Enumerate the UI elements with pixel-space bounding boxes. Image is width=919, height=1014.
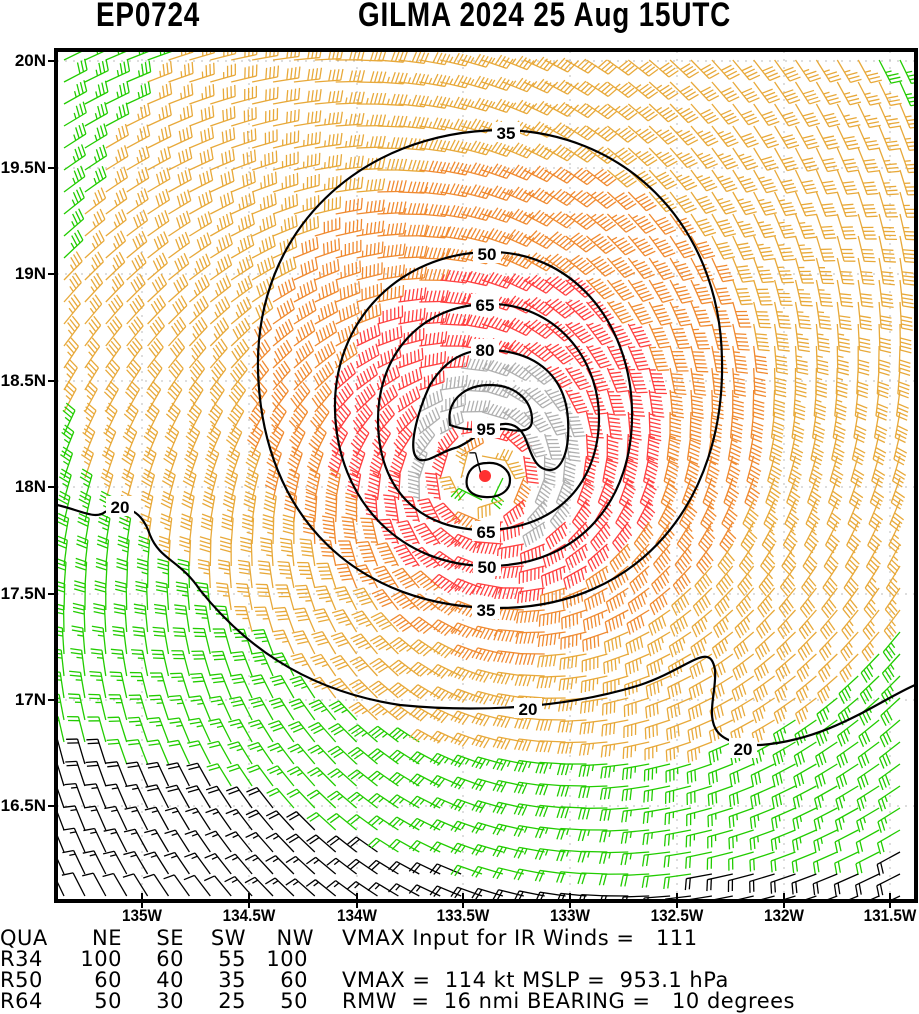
lon-tick-label: 132W <box>764 906 804 925</box>
contour-label: 50 <box>478 245 497 264</box>
lon-tick-label: 134W <box>337 906 377 925</box>
plot-frame <box>54 48 918 903</box>
table-row-r34-sw: 55 <box>218 947 246 971</box>
table-header-sw: SW <box>210 926 246 950</box>
contour-label: 95 <box>477 420 496 439</box>
contour-label: 80 <box>476 341 495 360</box>
table-header-ne: NE <box>92 926 122 950</box>
table-row-r34-label: R34 <box>0 947 43 971</box>
lat-tick-label: 19.5N <box>0 158 46 177</box>
lat-tick-label: 16.5N <box>0 796 46 815</box>
lon-tick-label: 133W <box>550 906 590 925</box>
table-row-r64-ne: 50 <box>94 989 122 1013</box>
table-row-r34-se: 60 <box>156 947 184 971</box>
lat-tick-label: 18N <box>14 477 46 496</box>
contour-label: 65 <box>477 523 496 542</box>
lat-tick-label: 18.5N <box>0 371 46 390</box>
table-row-r64-nw: 50 <box>280 989 308 1013</box>
contour-labels: 35 50 65 80 95 65 50 35 20 20 20 <box>106 122 757 759</box>
vmax-input-text: VMAX Input for IR Winds = 111 <box>342 926 698 950</box>
table-row-r50-label: R50 <box>0 968 43 992</box>
table-row-r50-ne: 60 <box>94 968 122 992</box>
storm-name-date-title: GILMA 2024 25 Aug 15UTC <box>358 0 732 34</box>
storm-center-marker <box>479 470 491 482</box>
rmw-bearing-text: RMW = 16 nmi BEARING = 10 degrees <box>342 989 795 1013</box>
contour-label: 50 <box>478 558 497 577</box>
table-row-r50-sw: 35 <box>218 968 246 992</box>
lon-tick-label: 131.5W <box>863 906 917 925</box>
contour-label: 20 <box>734 740 753 759</box>
table-row-r34-nw: 100 <box>266 947 308 971</box>
table-row-r64-sw: 25 <box>218 989 246 1013</box>
contour-label: 20 <box>111 498 130 517</box>
lat-tick-label: 17N <box>14 690 46 709</box>
table-row-r50-nw: 60 <box>280 968 308 992</box>
storm-id-title: EP0724 <box>96 0 201 34</box>
table-row-r64-se: 30 <box>156 989 184 1013</box>
contour-label: 35 <box>497 124 516 143</box>
lat-tick-label: 17.5N <box>0 584 46 603</box>
wind-barbs <box>57 51 915 900</box>
table-header-nw: NW <box>276 926 314 950</box>
lat-tick-label: 19N <box>14 264 46 283</box>
lon-tick-label: 135W <box>122 906 162 925</box>
contour-label: 35 <box>477 601 496 620</box>
lat-tick-label: 20N <box>14 51 46 70</box>
lon-tick-label: 133.5W <box>436 906 490 925</box>
contour-label: 65 <box>476 296 495 315</box>
table-row-r50-se: 40 <box>156 968 184 992</box>
table-header-se: SE <box>156 926 184 950</box>
contour-label: 20 <box>519 700 538 719</box>
table-row-r64-label: R64 <box>0 989 43 1013</box>
lon-tick-label: 134.5W <box>222 906 276 925</box>
lon-tick-label: 132.5W <box>650 906 704 925</box>
axis-ticks <box>48 60 891 908</box>
vmax-mslp-text: VMAX = 114 kt MSLP = 953.1 hPa <box>342 968 729 992</box>
table-row-r34-ne: 100 <box>80 947 122 971</box>
table-header-qua: QUA <box>0 926 48 950</box>
